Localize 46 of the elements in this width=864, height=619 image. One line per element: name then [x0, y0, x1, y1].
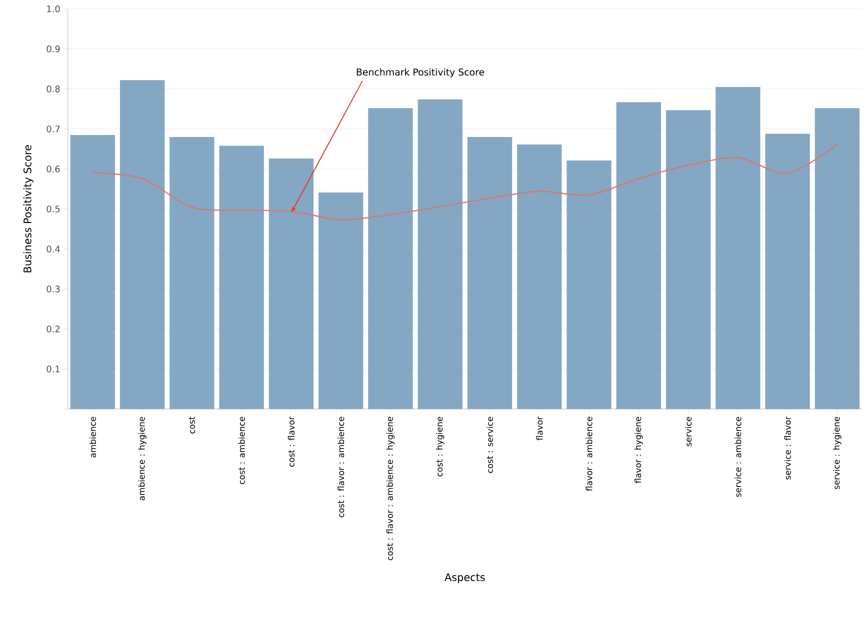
y-tick-label: 0.5 [46, 205, 60, 212]
x-tick-label: cost : service [486, 416, 494, 473]
y-tick-label: 0.1 [46, 365, 60, 372]
x-tick-label: flavor : ambience [586, 416, 592, 491]
bar [120, 80, 165, 409]
x-tick-label: cost : hygiene [436, 416, 444, 476]
x-tick-label: service : ambience [734, 416, 742, 497]
x-tick-label: ambience : hygiene [138, 416, 146, 500]
x-tick-label: flavor [536, 416, 543, 440]
bar [418, 99, 462, 409]
x-tick-label: service : flavor [784, 416, 791, 480]
y-tick-label: 0.8 [46, 85, 60, 92]
bar [666, 110, 711, 409]
bar [219, 146, 264, 409]
x-tick-label: cost [188, 416, 195, 434]
y-tick-label: 0.2 [46, 325, 60, 332]
annotation: Benchmark Positivity Score [356, 68, 484, 78]
bar [368, 108, 413, 409]
x-tick-label: cost : flavor : ambience : hygiene [386, 416, 395, 560]
bar [70, 134, 116, 409]
bar [814, 108, 860, 409]
y-axis-title: Business Positivity Score [23, 144, 34, 272]
bar [170, 136, 214, 409]
x-tick-label: service : hygiene [833, 416, 842, 489]
bar [765, 134, 810, 409]
y-tick-label: 0.6 [46, 165, 60, 172]
x-tick-label: cost : ambience [238, 416, 245, 484]
x-tick-label: service [685, 416, 692, 446]
bar [517, 144, 562, 409]
bar [268, 158, 314, 409]
y-tick-label: 0.3 [46, 285, 60, 292]
bar [616, 102, 661, 409]
x-tick-label: ambience [89, 416, 96, 458]
x-tick-label: cost : flavor [288, 416, 294, 466]
bar [716, 86, 760, 409]
y-tick-label: 0.4 [46, 245, 60, 252]
line-series [92, 144, 838, 220]
y-tick-label: 0.7 [46, 125, 60, 132]
x-axis-title: Aspects [444, 573, 485, 583]
bar [467, 136, 512, 409]
x-tick-label: cost : flavor : ambience [338, 416, 344, 518]
y-tick-label: 1.0 [47, 5, 60, 12]
bar [566, 160, 612, 409]
x-tick-label: flavor : hygiene [634, 416, 643, 484]
bar [318, 192, 364, 409]
y-tick-label: 0.9 [46, 45, 60, 52]
